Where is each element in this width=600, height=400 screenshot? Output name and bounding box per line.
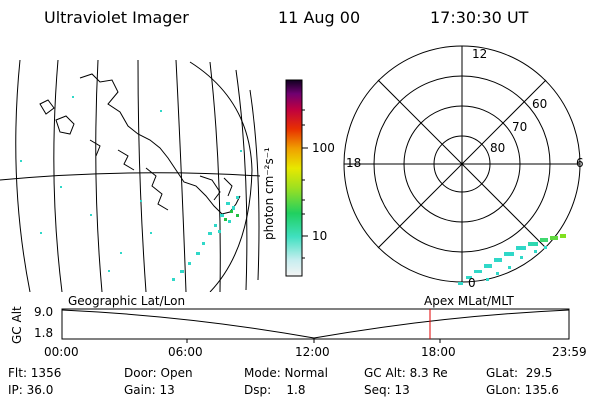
polar-aurora — [458, 234, 566, 285]
date-label: 11 Aug 00 — [278, 8, 361, 27]
mlt-label-18: 18 — [346, 156, 362, 170]
time-label: 17:30:30 UT — [430, 8, 529, 27]
xtick-1800: 18:00 — [421, 345, 456, 359]
geographic-map — [0, 60, 260, 292]
mlt-label-6: 6 — [576, 156, 584, 170]
status-gain: Gain: 13 — [124, 383, 175, 397]
xtick-2359: 23:59 — [552, 345, 587, 359]
polar-plot — [343, 45, 581, 283]
xtick-0000: 00:00 — [44, 345, 79, 359]
xtick-0600: 06:00 — [168, 345, 203, 359]
status-flt: Flt: 1356 — [8, 366, 62, 380]
lat-label-70: 70 — [512, 120, 528, 134]
altitude-plot — [61, 308, 570, 343]
status-glon: GLon: 135.6 — [486, 383, 559, 397]
status-ip: IP: 36.0 — [8, 383, 54, 397]
mlt-label-12: 12 — [472, 47, 488, 61]
status-seq: Seq: 13 — [364, 383, 410, 397]
status-glat: GLat: 29.5 — [486, 366, 553, 380]
status-door: Door: Open — [124, 366, 193, 380]
geographic-label: Geographic Lat/Lon — [68, 294, 186, 308]
instrument-title: Ultraviolet Imager — [44, 8, 189, 27]
lat-label-80: 80 — [490, 141, 506, 155]
colorbar-tick-10: 10 — [312, 229, 328, 243]
altitude-ymin: 1.8 — [34, 326, 54, 340]
xtick-1200: 12:00 — [295, 345, 330, 359]
colorbar-tick-100: 100 — [312, 141, 335, 155]
mlt-label-0: 0 — [468, 276, 476, 290]
status-gc-alt: GC Alt: 8.3 Re — [364, 366, 448, 380]
status-dsp: Dsp: 1.8 — [244, 383, 306, 397]
colorbar-unit-label: photon cm⁻²s⁻¹ — [262, 147, 276, 240]
colorbar — [285, 79, 303, 277]
status-mode: Mode: Normal — [244, 366, 328, 380]
altitude-ylabel: GC Alt — [10, 306, 24, 344]
apex-label: Apex MLat/MLT — [424, 294, 514, 308]
altitude-ymax: 9.0 — [34, 305, 54, 319]
lat-label-60: 60 — [532, 97, 548, 111]
